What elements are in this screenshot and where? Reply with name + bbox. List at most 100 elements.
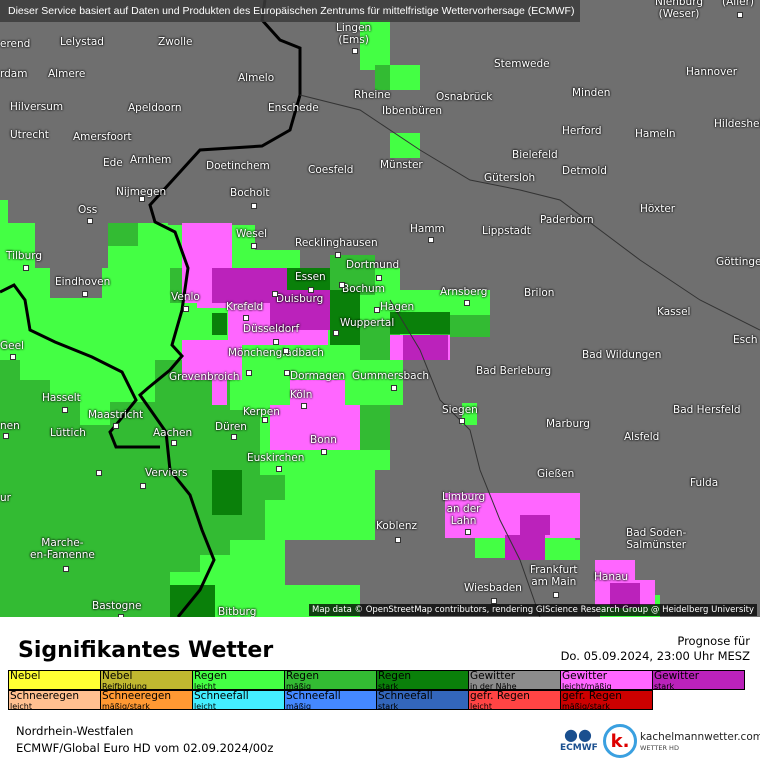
city-label: Düren — [215, 421, 247, 433]
city-marker-icon — [96, 470, 102, 476]
city-label: Bochum — [342, 283, 385, 295]
national-border — [0, 283, 160, 449]
map-attribution[interactable]: Map data © OpenStreetMap contributors, r… — [309, 604, 757, 616]
legend-item-sublabel: Reifbildung — [102, 682, 147, 690]
legend-item-sublabel: mäßig — [286, 682, 312, 690]
legend-item-sublabel: leicht — [10, 702, 32, 710]
legend-item: Schneefall mäßig — [284, 690, 377, 710]
city-marker-icon — [10, 354, 16, 360]
city-label: nen — [0, 420, 20, 432]
brand-name[interactable]: kachelmannwetter.com — [640, 731, 760, 743]
city-marker-icon — [63, 566, 69, 572]
city-label: ur — [0, 492, 11, 504]
city-label: Almelo — [238, 72, 275, 84]
no-precip-cell — [50, 268, 102, 298]
region-name: Nordrhein-Westfalen — [16, 724, 134, 738]
city-label: Rheine — [354, 89, 391, 101]
city-label: Hamm — [410, 223, 445, 235]
city-marker-icon — [301, 403, 307, 409]
city-label: Köln — [290, 389, 313, 401]
city-marker-icon — [428, 237, 434, 243]
kachelmannwetter-logo[interactable]: k. — [603, 724, 637, 758]
legend-item-label: Schneefall — [378, 690, 433, 702]
city-label: Grevenbroich — [169, 371, 240, 383]
city-label: Limburg an der Lahn — [442, 491, 486, 527]
city-marker-icon — [273, 339, 279, 345]
city-label: Ibbenbüren — [382, 105, 443, 117]
city-label: Doetinchem — [206, 160, 270, 172]
city-label: Bocholt — [230, 187, 270, 199]
thunderstorm-light-cell — [595, 560, 635, 580]
legend-item: Gewitter stark — [652, 670, 745, 690]
city-label: Brilon — [524, 287, 555, 299]
no-precip-cell — [285, 540, 345, 585]
legend-item: gefr. Regen mäßig/stark — [560, 690, 653, 710]
legend-item: Nebel Reifbildung — [100, 670, 193, 690]
city-label: Lippstadt — [482, 225, 531, 237]
city-marker-icon — [459, 418, 465, 424]
regional-border — [389, 299, 541, 617]
city-label: Düsseldorf — [243, 323, 300, 335]
legend-row: Nebel Nebel Reifbildung Regen leicht Regen mäß… — [8, 670, 753, 690]
precipitation-layer — [0, 0, 760, 617]
legend-item: Nebel — [8, 670, 101, 690]
rain-heavy-cell — [212, 470, 242, 515]
city-label: Wuppertal — [340, 317, 395, 329]
city-marker-icon — [171, 440, 177, 446]
legend-item-label: Schneeregen — [10, 690, 79, 702]
thunderstorm-heavy-cell — [505, 535, 545, 560]
legend-item-label: Schneefall — [286, 690, 341, 702]
city-label: Göttingen — [716, 256, 760, 268]
city-marker-icon — [23, 265, 29, 271]
city-label: Marburg — [546, 418, 590, 430]
legend-item: Schneefall leicht — [192, 690, 285, 710]
city-label: Gießen — [537, 468, 575, 480]
city-label: Höxter — [640, 203, 676, 215]
city-marker-icon — [243, 315, 249, 321]
city-label: Minden — [572, 87, 611, 99]
city-marker-icon — [140, 483, 146, 489]
city-label: Dormagen — [290, 370, 346, 382]
city-marker-icon — [231, 434, 237, 440]
legend-item-sublabel: mäßig/stark — [562, 702, 610, 710]
city-marker-icon — [391, 385, 397, 391]
city-label: Dortmund — [346, 259, 400, 271]
weather-map[interactable]: Dieser Service basiert auf Daten und Pro… — [0, 0, 760, 617]
city-marker-icon — [283, 348, 289, 354]
city-label: Bad Hersfeld — [673, 404, 741, 416]
legend-item: Schneefall stark — [376, 690, 469, 710]
legend-item: Regen stark — [376, 670, 469, 690]
city-label: Hagen — [380, 301, 415, 313]
city-label: Krefeld — [226, 301, 264, 313]
city-label: Almere — [48, 68, 86, 80]
city-label: Hilversum — [10, 101, 64, 113]
city-label: Frankfurt am Main — [530, 564, 578, 588]
rain-heavy-cell — [390, 312, 450, 334]
legend-item-sublabel: leicht — [194, 682, 216, 690]
city-label: Hanau — [594, 571, 629, 583]
thunderstorm-heavy-cell — [610, 583, 640, 608]
city-label: Mönchengladbach — [228, 347, 324, 359]
city-marker-icon — [251, 203, 257, 209]
city-label: Verviers — [145, 467, 188, 479]
city-label: Amersfoort — [73, 131, 132, 143]
legend-item: Gewitter in der Nähe — [468, 670, 561, 690]
city-label: erend — [0, 38, 31, 50]
city-marker-icon — [87, 218, 93, 224]
city-label: Alsfeld — [624, 431, 660, 443]
city-label: Esch — [733, 334, 758, 346]
regional-border — [299, 94, 760, 331]
city-marker-icon — [308, 287, 314, 293]
city-marker-icon — [465, 529, 471, 535]
legend-item: Regen leicht — [192, 670, 285, 690]
rain-heavy-cell — [212, 313, 227, 335]
city-label: Utrecht — [10, 129, 49, 141]
forecast-info: Prognose für Do. 05.09.2024, 23:00 Uhr M… — [561, 634, 750, 664]
city-marker-icon — [62, 407, 68, 413]
legend-item-sublabel: in der Nähe — [470, 682, 517, 690]
city-label: Herford — [562, 125, 602, 137]
city-marker-icon — [395, 537, 401, 543]
city-marker-icon — [251, 243, 257, 249]
legend-item-label: Nebel — [102, 670, 133, 682]
city-label: Stemwede — [494, 58, 550, 70]
